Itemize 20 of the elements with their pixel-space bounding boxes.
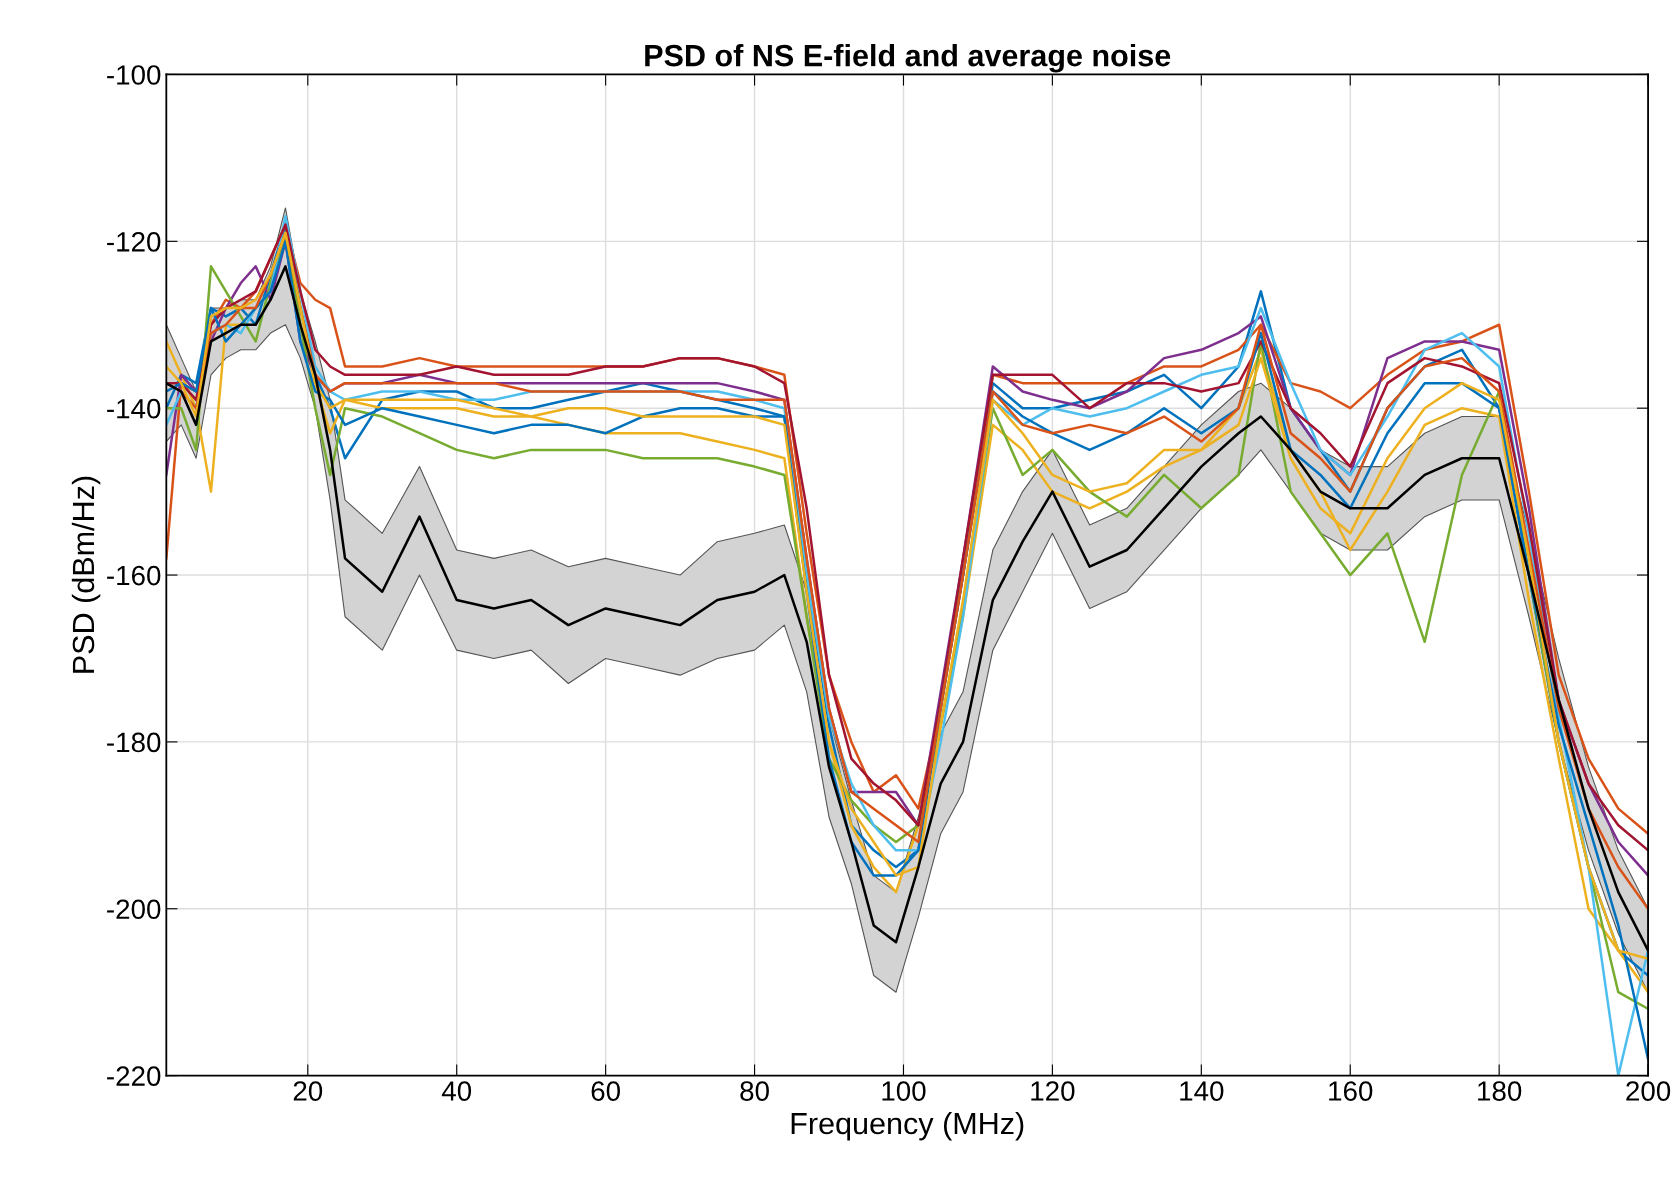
y-axis-title: PSD (dBm/Hz) — [71, 476, 101, 673]
x-tick-label: 80 — [740, 1081, 769, 1101]
x-tick-label: 160 — [1329, 1081, 1373, 1101]
x-tick-label: 180 — [1478, 1081, 1522, 1101]
x-tick-label: 40 — [441, 1081, 472, 1101]
y-tick-label: -140 — [107, 398, 161, 419]
chart-title: PSD of NS E-field and average noise — [645, 43, 1171, 73]
y-tick-label: -160 — [107, 565, 161, 586]
y-tick-label: -180 — [107, 732, 161, 753]
x-tick-label: 120 — [1031, 1081, 1075, 1101]
y-tick-label: -200 — [107, 899, 161, 920]
x-tick-label: 200 — [1626, 1081, 1671, 1101]
x-tick-label: 140 — [1180, 1081, 1224, 1101]
x-tick-label: 20 — [293, 1081, 323, 1101]
y-tick-label: -100 — [107, 65, 161, 85]
x-axis-title: Frequency (MHz) — [791, 1111, 1024, 1141]
x-tick-label: 100 — [882, 1081, 926, 1101]
y-tick-label: -220 — [107, 1066, 161, 1086]
y-tick-label: -120 — [107, 231, 161, 252]
x-tick-label: 60 — [591, 1081, 620, 1101]
